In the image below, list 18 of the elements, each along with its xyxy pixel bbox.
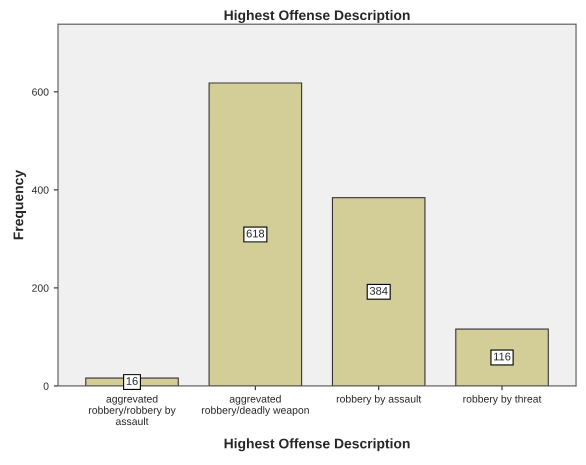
x-tick-label: aggrevated robbery/robbery by assault (89, 394, 176, 426)
y-tick-label: 600 (32, 88, 49, 96)
bar (332, 197, 426, 386)
data-label: 116 (494, 352, 510, 360)
data-label: 618 (246, 230, 264, 238)
data-label: 16 (126, 377, 138, 386)
bar (455, 328, 549, 386)
bar (208, 82, 302, 386)
y-tick-label: 200 (32, 284, 49, 292)
x-tick-label: robbery by assault (336, 394, 422, 405)
data-label: 384 (370, 286, 388, 295)
chart-title: Highest Offense Description (224, 10, 410, 23)
y-tick-label: 400 (32, 186, 49, 194)
y-axis-title: Frequency (14, 170, 26, 240)
x-axis-title: Highest Offense Description (224, 438, 410, 452)
y-tick-label: 0 (44, 382, 49, 390)
x-tick-label: aggrevated robbery/deadly weapon (202, 394, 309, 416)
x-tick-label: robbery by threat (463, 394, 542, 405)
